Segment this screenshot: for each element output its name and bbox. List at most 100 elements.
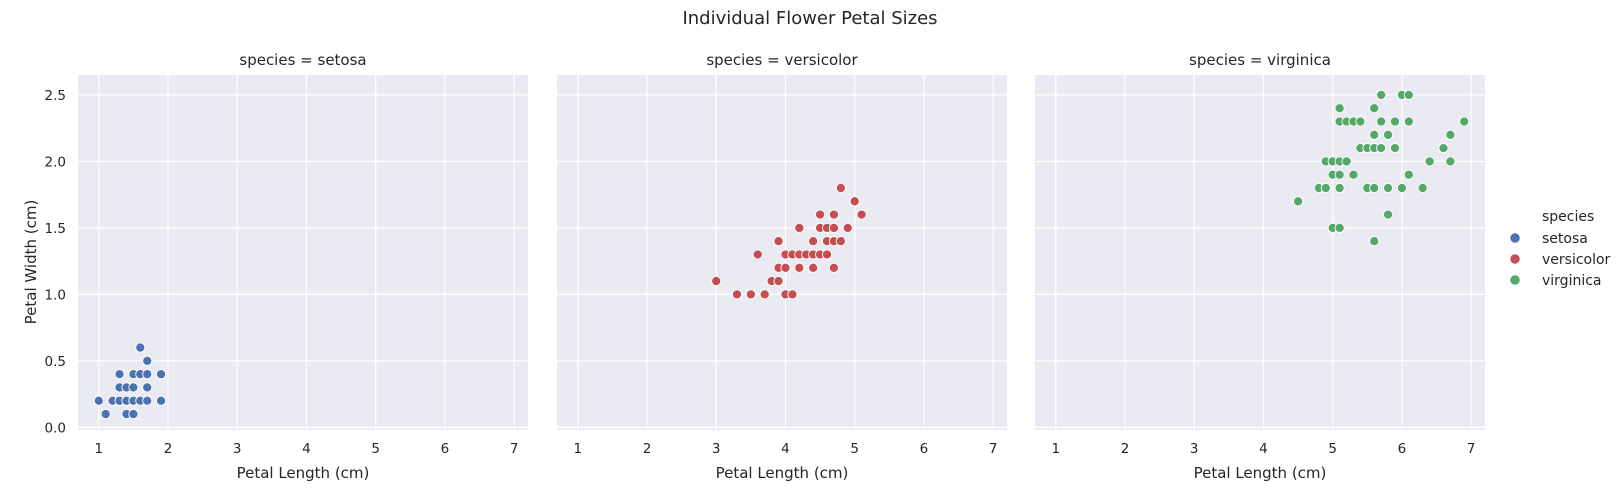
x-tick-label: 4 [1259, 441, 1268, 457]
scatter-point [1383, 182, 1394, 194]
scatter-point [1376, 89, 1387, 100]
scatter-point [1334, 169, 1345, 180]
scatter-point [114, 369, 125, 380]
scatter-point [780, 262, 791, 273]
scatter-point [1376, 143, 1387, 154]
scatter-point [1389, 116, 1401, 127]
scatter-point [787, 289, 798, 300]
x-tick-label: 1 [94, 441, 103, 457]
legend-label-versicolor: versicolor [1542, 252, 1611, 268]
scatter-point [821, 249, 833, 260]
x-tick-label: 1 [1051, 441, 1060, 457]
series-virginica [1293, 89, 1470, 247]
x-tick-label: 6 [920, 441, 929, 457]
scatter-point [745, 289, 756, 300]
scatter-point [142, 382, 153, 393]
scatter-point [142, 369, 153, 380]
scatter-point [856, 209, 867, 220]
series-versicolor [711, 182, 867, 300]
legend-label-virginica: virginica [1542, 273, 1602, 289]
scatter-point [1369, 182, 1380, 194]
legend-marker-setosa [1509, 232, 1521, 244]
scatter-point [1396, 182, 1407, 194]
scatter-point [1403, 116, 1414, 127]
scatter-point [711, 276, 722, 287]
facet-panel-setosa: species = setosa 1 2 3 4 5 6 7 Petal Length (cm)… [45, 51, 528, 482]
scatter-point [156, 395, 167, 406]
scatter-point [142, 395, 153, 406]
y-tick-label: 2.5 [45, 88, 66, 104]
panel-background [1035, 75, 1485, 430]
x-tick-label: 5 [371, 441, 380, 457]
scatter-point [1403, 89, 1414, 100]
scatter-point [1334, 182, 1345, 194]
scatter-point [1438, 143, 1449, 154]
scatter-point [1417, 182, 1428, 194]
x-tick-label: 2 [1121, 441, 1130, 457]
scatter-point [835, 236, 846, 247]
scatter-point [1445, 156, 1456, 167]
legend-marker-virginica [1509, 274, 1521, 286]
scatter-point [842, 222, 853, 233]
scatter-point [142, 355, 153, 366]
facet-title: species = setosa [239, 51, 366, 69]
scatter-point [1376, 116, 1387, 127]
scatter-point [1334, 103, 1345, 114]
scatter-point [835, 182, 846, 194]
y-tick-label: 0.5 [45, 354, 66, 370]
legend-title: species [1542, 209, 1594, 225]
chart-title: Individual Flower Petal Sizes [682, 8, 937, 29]
scatter-point [731, 289, 743, 300]
x-tick-label: 6 [441, 441, 450, 457]
x-tick-label: 4 [781, 441, 790, 457]
x-tick-label: 3 [712, 441, 721, 457]
legend-label-setosa: setosa [1542, 231, 1588, 247]
x-tick-label: 2 [643, 441, 652, 457]
x-tick-label: 3 [1190, 441, 1199, 457]
scatter-point [773, 236, 784, 247]
x-tick-label: 1 [573, 441, 582, 457]
scatter-point [1334, 222, 1345, 233]
scatter-point [794, 262, 805, 273]
y-tick-label: 1.0 [45, 287, 66, 303]
x-tick-label: 7 [1467, 441, 1476, 457]
x-axis-label: Petal Length (cm) [716, 464, 849, 482]
series-setosa [93, 342, 167, 420]
scatter-point [759, 289, 770, 300]
x-tick-label: 6 [1398, 441, 1407, 457]
scatter-point [1383, 209, 1394, 220]
scatter-point [93, 395, 104, 406]
scatter-point [794, 222, 805, 233]
scatter-point [128, 408, 139, 420]
scatter-point [808, 262, 819, 273]
scatter-point [773, 276, 784, 287]
panel-background [78, 75, 528, 430]
scatter-point [156, 369, 167, 380]
scatter-point [808, 236, 819, 247]
x-tick-label: 3 [233, 441, 242, 457]
x-tick-label: 4 [302, 441, 311, 457]
scatter-point [1389, 143, 1401, 154]
scatter-point [100, 408, 111, 420]
scatter-point [752, 249, 763, 260]
scatter-point [1341, 156, 1352, 167]
scatter-point [1320, 182, 1331, 194]
scatter-point [1369, 129, 1380, 140]
scatter-point [1424, 156, 1435, 167]
y-axis-label: Petal Width (cm) [22, 200, 40, 325]
scatter-point [1445, 129, 1456, 140]
scatter-point [1383, 129, 1394, 140]
scatter-point [815, 209, 826, 220]
facet-panel-versicolor: species = versicolor 1 2 3 4 5 6 7 Petal Length … [557, 51, 1007, 482]
x-tick-label: 5 [850, 441, 859, 457]
legend-marker-versicolor [1509, 253, 1521, 265]
scatter-point [128, 382, 139, 393]
x-axis-label: Petal Length (cm) [237, 464, 370, 482]
legend: species setosa versicolor virginica [1509, 209, 1611, 289]
scatter-point [1369, 103, 1380, 114]
facet-panels: species = setosa 1 2 3 4 5 6 7 Petal Length (cm)… [45, 51, 1485, 482]
scatter-point [1369, 236, 1380, 247]
y-tick-label: 1.5 [45, 221, 66, 237]
